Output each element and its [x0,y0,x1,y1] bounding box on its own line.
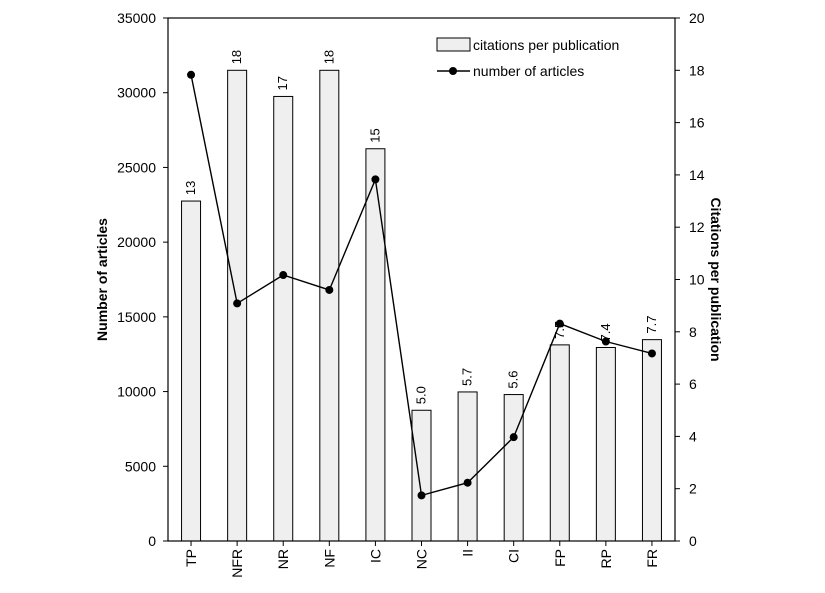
bar-IC [365,148,386,542]
line-point-II [463,478,472,487]
line-point-NFR [233,299,242,308]
bar-data-label-NR: 17 [275,76,290,90]
right-tick-label: 10 [689,272,705,288]
line-point-TP [187,70,196,79]
right-tick-label: 18 [689,62,705,78]
left-axis-ticks: 0 5000 10000 15000 20000 25000 30000 35000 [117,10,168,549]
line-point-CI [509,433,518,442]
bar-data-label-NF: 18 [321,50,336,64]
line-point-IC [371,175,380,184]
line-point-FP [555,319,564,328]
x-tick-label-IC: IC [367,549,383,563]
x-tick-label-II: II [460,549,476,557]
bar-data-label-NC: 5.0 [414,386,429,404]
left-tick-label: 15000 [117,309,156,325]
bar-data-label-II: 5.7 [460,368,475,386]
y-axis-title: Number of articles [94,218,110,341]
left-tick-label: 35000 [117,10,156,26]
right-tick-label: 20 [689,10,705,26]
bar-data-label-NFR: 18 [229,50,244,64]
right-tick-label: 6 [689,376,697,392]
x-axis-ticks: TP NFR NR NF IC NC II CI FP RP FR [183,541,660,578]
x-tick-label-NFR: NFR [229,549,245,578]
bar-TP [181,200,202,542]
right-tick-label: 12 [689,219,705,235]
left-tick-label: 5000 [125,458,156,474]
right-tick-label: 16 [689,115,705,131]
x-tick-label-CI: CI [506,549,522,563]
x-tick-label-FP: FP [552,549,568,567]
bar-RP [595,346,616,542]
bars-group [181,69,662,542]
line-point-FR [647,349,656,358]
legend-line-marker [449,67,457,75]
right-axis-ticks: 0 2 4 6 8 10 12 14 16 18 20 [675,10,705,549]
right-tick-label: 8 [689,324,697,340]
right-tick-label: 14 [689,167,705,183]
bar-FR [641,339,662,542]
line-series-group [187,70,656,500]
bar-data-label-FR: 7.7 [644,316,659,334]
y2-axis-title: Citations per publication [708,197,724,361]
bar-NF [319,69,340,542]
bar-data-label-TP: 13 [183,181,198,195]
bar-data-label-IC: 15 [367,128,382,142]
line-point-NF [325,285,334,294]
left-tick-label: 10000 [117,384,156,400]
left-tick-label: 0 [148,533,156,549]
legend-bar-swatch [436,37,471,52]
bar-NR [273,95,294,542]
right-tick-label: 0 [689,533,697,549]
bar-FP [549,344,570,542]
right-tick-label: 4 [689,428,697,444]
right-tick-label: 2 [689,481,697,497]
left-tick-label: 20000 [117,234,156,250]
x-tick-label-NC: NC [414,549,430,569]
bar-data-label-RP: 7.4 [598,323,613,341]
legend-line-label: number of articles [473,63,584,79]
x-tick-label-NF: NF [321,549,337,568]
bar-NC [411,409,432,542]
left-tick-label: 25000 [117,159,156,175]
legend: citations per publication number of arti… [436,37,619,79]
x-tick-label-FR: FR [644,549,660,568]
legend-bar-label: citations per publication [473,37,619,53]
line-point-NR [279,271,288,280]
line-point-NC [417,491,426,500]
bar-data-label-CI: 5.6 [506,370,521,388]
x-tick-label-RP: RP [598,549,614,568]
bar-CI [503,394,524,542]
bar-II [457,391,478,542]
x-tick-label-NR: NR [275,549,291,569]
x-tick-label-TP: TP [183,549,199,567]
left-tick-label: 30000 [117,85,156,101]
line-point-RP [601,337,610,346]
